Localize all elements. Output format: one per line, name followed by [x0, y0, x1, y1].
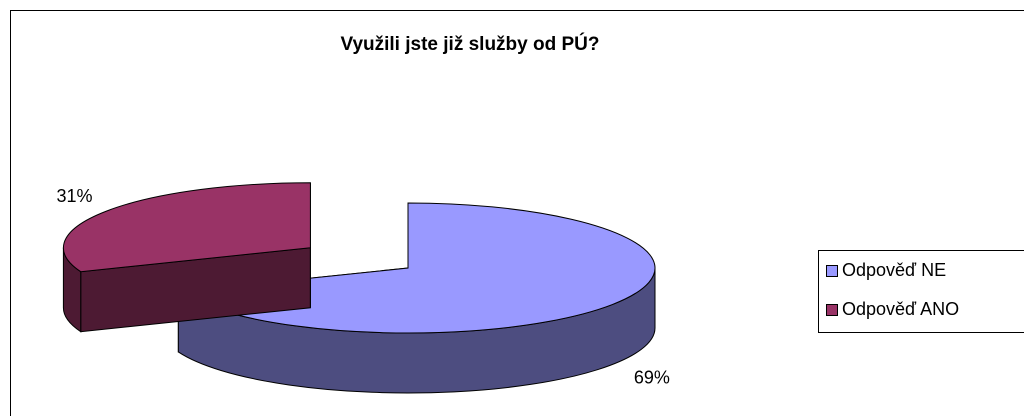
legend-label: Odpověď NE	[842, 260, 946, 280]
legend-box	[818, 250, 1024, 333]
legend: Odpověď NE Odpověď ANO	[818, 250, 1024, 333]
chart-title: Využili jste již služby od PÚ?	[340, 33, 599, 55]
data-label: 31%	[57, 186, 93, 206]
data-label: 69%	[634, 367, 670, 387]
legend-swatch	[826, 265, 838, 277]
pie: 69% 31%	[57, 182, 670, 394]
legend-label: Odpověď ANO	[842, 299, 959, 319]
slice	[62, 182, 311, 273]
legend-swatch	[826, 304, 838, 316]
